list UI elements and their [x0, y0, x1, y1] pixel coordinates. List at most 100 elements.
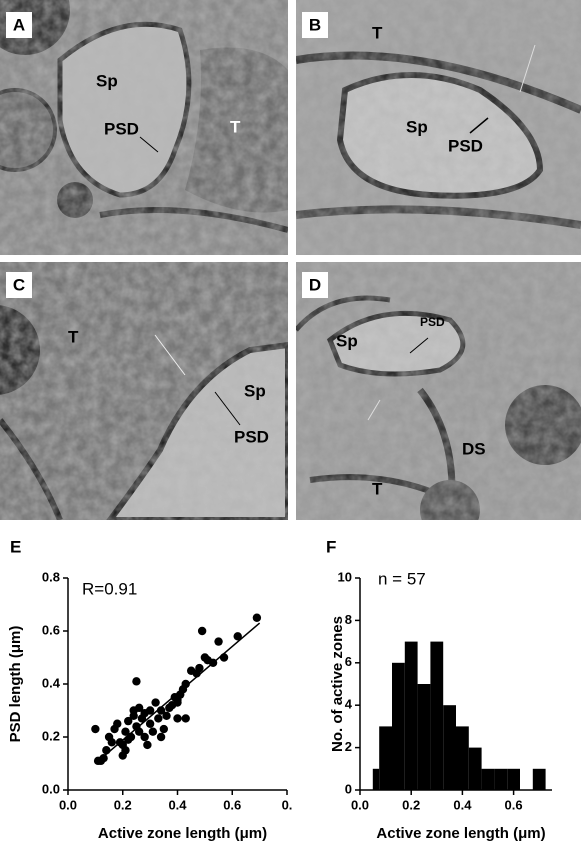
- scatter-point: [162, 711, 171, 720]
- y-tick-label: 0.6: [42, 622, 60, 637]
- structure-label: PSD: [104, 119, 139, 138]
- structure-label: Sp: [336, 331, 358, 350]
- letter-box: [302, 272, 328, 298]
- panel-letters: A B C D: [6, 12, 328, 298]
- scatter-point: [126, 732, 136, 742]
- x-tick-label: 0.0: [59, 797, 77, 812]
- x-axis-label: Active zone length (μm): [98, 825, 267, 842]
- y-tick-label: 2: [345, 739, 352, 754]
- x-tick-label: 0.2: [114, 797, 132, 812]
- histogram-bar: [456, 726, 469, 790]
- structure-label: Sp: [244, 381, 266, 400]
- y-tick-label: 0.4: [42, 675, 61, 690]
- x-tick-label: 0.: [282, 797, 293, 812]
- panel-letter: E: [10, 537, 21, 556]
- scatter-point: [219, 653, 229, 662]
- scatter-point: [99, 754, 108, 763]
- y-tick-label: 4: [345, 697, 353, 712]
- y-tick-label: 6: [345, 654, 352, 669]
- y-tick-label: 8: [345, 612, 352, 627]
- x-tick-label: 0.4: [453, 797, 472, 812]
- x-tick-label: 0.4: [168, 797, 187, 812]
- histogram-bar: [532, 768, 546, 790]
- panel-letter: C: [13, 275, 25, 294]
- histogram-bar: [443, 705, 456, 790]
- histogram-bar: [392, 662, 405, 790]
- x-tick-label: 0.0: [351, 797, 369, 812]
- letter-box: [6, 12, 32, 38]
- scatter-point: [145, 719, 155, 728]
- structure-label: T: [230, 117, 241, 136]
- em-panel-a: [0, 0, 288, 255]
- x-tick-label: 0.6: [223, 797, 241, 812]
- scatter-point: [121, 746, 130, 755]
- scatter-point: [151, 698, 160, 707]
- structure-label: T: [372, 479, 383, 498]
- scatter-point: [208, 658, 218, 667]
- structure-label: PSD: [420, 315, 445, 329]
- scatter-point: [145, 706, 155, 715]
- scatter-point: [143, 740, 152, 750]
- scatter-point: [195, 663, 204, 673]
- scatter-point: [159, 724, 169, 734]
- scatter-point: [102, 746, 111, 755]
- scatter-point: [148, 727, 158, 736]
- scatter-point: [121, 727, 130, 736]
- scatter-point: [134, 703, 144, 713]
- scatter-point: [140, 732, 149, 742]
- scatter-point: [214, 637, 223, 646]
- y-tick-label: 0.0: [42, 781, 60, 796]
- x-tick-label: 0.2: [402, 797, 420, 812]
- scatter-point: [181, 714, 190, 723]
- letter-box: [302, 12, 328, 38]
- panel-letter: B: [309, 15, 321, 34]
- histogram-bar: [481, 768, 495, 790]
- annotation: R=0.91: [82, 579, 137, 598]
- scatter-point: [154, 714, 163, 723]
- scatter-point: [252, 613, 262, 622]
- scatter-point: [173, 714, 182, 723]
- structure-label: Sp: [96, 71, 118, 90]
- y-tick-label: 10: [338, 569, 352, 584]
- annotation: n = 57: [378, 569, 426, 588]
- structure-label: T: [372, 23, 383, 42]
- structure-label: DS: [462, 439, 486, 458]
- scatter-point: [124, 716, 133, 726]
- scatter-point: [156, 706, 166, 715]
- structure-label: PSD: [448, 136, 483, 155]
- letter-box: [6, 272, 32, 298]
- structure-label: Sp: [406, 117, 428, 136]
- panel-letter: A: [13, 15, 25, 34]
- histogram-bar: [507, 768, 520, 790]
- histogram-bar: [404, 641, 418, 790]
- structure-label: PSD: [234, 427, 269, 446]
- x-axis-label: Active zone length (μm): [376, 825, 545, 842]
- y-axis-label: No. of active zones: [329, 616, 346, 752]
- em-panel-b: [296, 0, 581, 255]
- histogram-bar: [379, 726, 392, 790]
- scatter-point: [107, 738, 117, 747]
- histogram-bar: [468, 747, 482, 790]
- y-axis-label: PSD length (μm): [7, 626, 24, 743]
- scatter-point: [132, 677, 141, 686]
- scatter-point: [91, 724, 100, 734]
- y-tick-label: 0.8: [42, 569, 60, 584]
- panel-letter: D: [309, 275, 321, 294]
- scatter-point: [156, 732, 166, 742]
- structure-label: T: [68, 327, 79, 346]
- histogram-bar: [372, 768, 380, 790]
- y-tick-label: 0: [345, 781, 352, 796]
- histogram-bar: [430, 641, 444, 790]
- scatter-point: [181, 679, 190, 689]
- scatter-point: [113, 719, 122, 728]
- scatter-point: [134, 727, 144, 736]
- em-panel-d: [296, 262, 581, 520]
- scatter-point: [173, 698, 182, 707]
- x-tick-label: 0.6: [505, 797, 523, 812]
- histogram-bar: [417, 684, 431, 790]
- scatter-point: [233, 632, 242, 641]
- histogram-bar: [494, 768, 508, 790]
- scatter-point: [197, 626, 207, 636]
- panel-letter: F: [326, 537, 336, 556]
